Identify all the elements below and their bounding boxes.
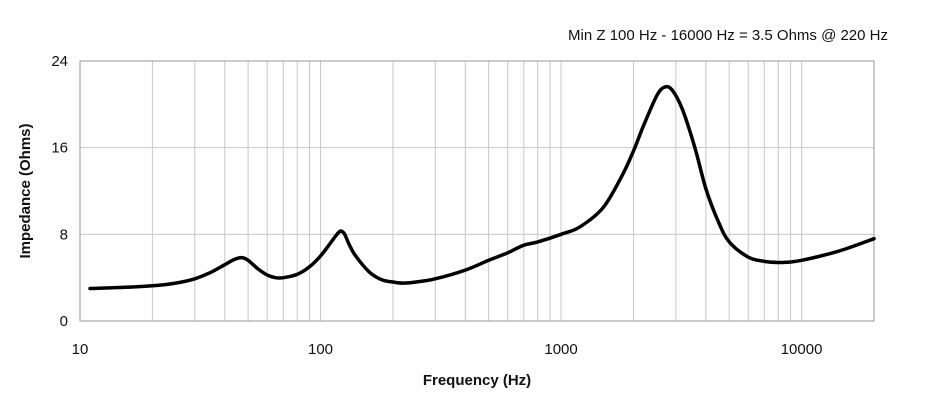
y-axis-ticks: 0 8 16 24 — [51, 53, 68, 330]
y-tick-label: 0 — [60, 313, 68, 330]
grid-lines — [79, 60, 875, 322]
x-axis-ticks: 10 100 1000 10000 — [72, 341, 823, 358]
x-tick-label: 10000 — [781, 341, 823, 358]
x-tick-label: 100 — [308, 341, 333, 358]
plot-area — [79, 60, 875, 322]
y-axis-title: Impedance (Ohms) — [17, 123, 34, 258]
y-tick-label: 16 — [51, 140, 68, 157]
y-tick-label: 24 — [51, 53, 68, 70]
chart-annotation: Min Z 100 Hz - 16000 Hz = 3.5 Ohms @ 220… — [568, 27, 888, 44]
y-tick-label: 8 — [60, 226, 68, 243]
x-axis-title: Frequency (Hz) — [423, 372, 531, 389]
x-tick-label: 1000 — [544, 341, 577, 358]
impedance-curve — [88, 84, 876, 291]
x-tick-label: 10 — [72, 341, 89, 358]
